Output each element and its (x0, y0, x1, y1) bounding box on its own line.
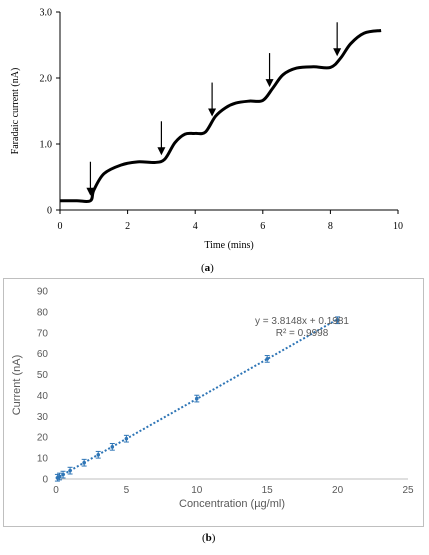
data-point (68, 468, 72, 473)
panel-b-label: (b) (202, 532, 216, 544)
x-tick-label: 25 (402, 485, 414, 496)
data-point (82, 460, 86, 465)
chart-a: 0 1.0 2.0 3.0 0 2 4 6 8 10 Time (mins) Faradaic cur… (10, 8, 403, 252)
injection-arrow-head (208, 108, 217, 117)
data-point (110, 445, 115, 449)
y-tick-label: 10 (37, 454, 49, 465)
y-tick-label: 0 (47, 206, 52, 217)
y-tick-label: 70 (37, 328, 49, 339)
data-point (96, 452, 101, 457)
y-axis-label: Faradaic current (nA) (10, 68, 21, 155)
y-tick-label: 50 (37, 370, 49, 381)
x-axis-label: Concentration (µg/ml) (179, 498, 285, 510)
y-tick-label: 20 (37, 433, 49, 444)
y-tick-label: 0 (42, 475, 48, 486)
y-tick-label: 30 (37, 412, 49, 423)
y-tick-label: 90 (37, 287, 49, 298)
data-point (61, 472, 65, 477)
injection-arrow-head (157, 147, 166, 156)
x-tick-label: 2 (125, 221, 130, 232)
x-tick-label: 5 (124, 485, 130, 496)
injection-arrow-head (265, 79, 274, 88)
panel-a: 0 1.0 2.0 3.0 0 2 4 6 8 10 Time (mins) Faradaic cur… (0, 0, 429, 275)
x-tick-label: 20 (332, 485, 344, 496)
x-tick-label: 0 (58, 221, 63, 232)
y-tick-label: 80 (37, 307, 49, 318)
data-point (195, 396, 199, 401)
x-tick-label: 15 (262, 485, 274, 496)
x-tick-label: 4 (193, 221, 198, 232)
data-point (57, 474, 62, 479)
data-point (335, 318, 340, 323)
x-tick-label: 6 (260, 221, 265, 232)
injection-arrow-head (333, 48, 342, 57)
chart-b-frame (3, 278, 424, 527)
y-tick-label: 40 (37, 391, 49, 402)
panel-b-letter: b (205, 532, 212, 544)
y-axis-label: Current (nA) (11, 355, 23, 416)
y-tick-label: 2.0 (40, 74, 53, 85)
x-tick-label: 8 (328, 221, 333, 232)
panel-b: 0 10 20 30 40 50 60 70 80 90 0 5 10 15 20 25 Concentrati… (0, 275, 429, 550)
y-tick-label: 1.0 (40, 140, 53, 151)
y-tick-label: 3.0 (40, 8, 53, 19)
injection-arrow-head (86, 187, 95, 196)
x-axis-label: Time (mins) (204, 240, 253, 251)
chart-b: 0 10 20 30 40 50 60 70 80 90 0 5 10 15 20 25 Concentrati… (11, 287, 414, 511)
trendline-equation: y = 3.8148x + 0.1981 (255, 316, 349, 327)
data-point (265, 357, 270, 361)
data-point (124, 436, 129, 441)
x-tick-label: 10 (393, 221, 403, 232)
panel-a-letter: a (204, 262, 211, 274)
r-squared: R² = 0.9998 (276, 328, 329, 339)
current-trace (60, 28, 382, 204)
panel-a-label: (a) (201, 262, 214, 274)
y-tick-label: 60 (37, 349, 49, 360)
x-tick-label: 0 (53, 485, 59, 496)
x-tick-label: 10 (191, 485, 203, 496)
